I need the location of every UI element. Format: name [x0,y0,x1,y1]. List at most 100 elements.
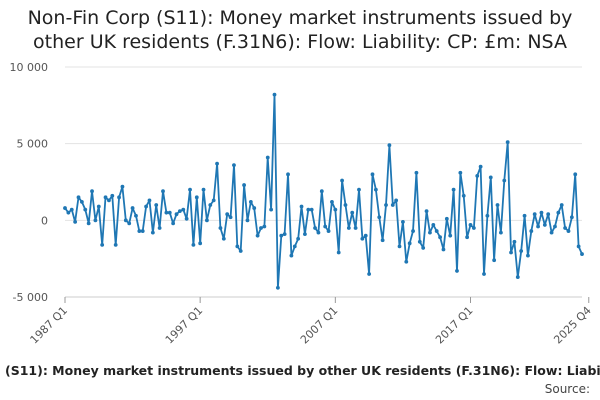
data-point [471,226,476,230]
data-point [424,209,429,214]
data-point [401,219,405,224]
data-point [86,221,91,226]
data-point [411,229,415,233]
data-point [211,198,216,203]
data-point [306,207,311,212]
data-point [272,92,277,97]
data-point [150,230,155,235]
data-point [532,212,537,217]
data-point [123,218,128,223]
data-point [536,224,540,229]
data-point [340,178,344,183]
data-point [76,195,81,200]
data-point [569,215,574,220]
data-point [394,198,399,203]
data-point [509,250,513,255]
data-point [380,238,385,243]
data-point [198,241,203,246]
data-point [144,204,148,209]
data-point [275,285,280,290]
data-point [421,246,426,250]
data-point [157,226,162,230]
data-point [140,229,145,233]
data-point [434,229,439,233]
data-point [319,189,324,194]
data-point [515,275,520,279]
data-point [563,226,568,230]
data-point [360,236,365,241]
data-point [184,216,189,221]
data-point [455,269,459,273]
data-point [66,210,71,215]
data-point [384,203,388,207]
data-point [539,210,544,215]
data-point [553,224,557,229]
y-tick-label: -5 000 [13,291,48,304]
data-point [448,233,453,238]
data-point [177,209,182,214]
data-point [495,203,500,207]
data-point [242,183,246,187]
data-point [546,212,551,217]
data-point [373,187,378,192]
data-point [485,213,490,218]
data-point [265,155,270,160]
data-point [529,229,534,233]
data-point [444,216,449,221]
data-point [100,242,105,247]
y-axis: -5 000 0 5 000 10 000 [10,61,49,304]
chart-title-line-2: other UK residents (F.31N6): Flow: Liabi… [33,31,567,53]
data-point [468,223,473,227]
data-point [205,218,209,223]
data-point [441,247,446,252]
data-point [580,252,584,256]
data-point [414,170,419,175]
data-point [248,200,253,204]
data-point [475,173,480,178]
data-point [110,193,115,198]
data-point [252,206,257,210]
data-point [303,232,307,237]
data-point [387,143,392,148]
data-point [390,203,395,207]
data-point [194,195,199,200]
data-point [279,233,284,238]
data-point [174,212,179,217]
data-point [333,207,338,212]
data-point [191,242,196,247]
data-point [326,229,331,233]
data-point [478,164,483,169]
data-point [69,207,74,212]
x-axis: 1987 Q1 1997 Q1 2007 Q1 2017 Q1 2025 Q4 [28,296,594,347]
data-point [367,272,372,276]
data-point [83,207,88,212]
data-point [363,233,368,238]
data-point [330,200,334,204]
data-point [188,187,192,192]
data-point [171,221,176,226]
y-tick-label: 0 [41,214,48,227]
data-point [208,203,213,207]
data-point [549,230,554,235]
data-point [505,140,510,145]
x-tick-label: 2025 Q4 [551,304,594,347]
data-point [576,244,581,249]
data-point [323,224,328,229]
data-point [103,195,108,200]
data-point [522,213,527,218]
data-point [147,198,152,203]
series-layer [63,92,584,290]
data-point [221,236,226,241]
data-point [96,204,101,209]
y-tick-label: 10 000 [10,61,49,74]
data-point [93,218,98,223]
data-point [461,193,466,198]
data-point [107,198,111,203]
data-point [134,213,138,218]
data-point [404,259,409,264]
x-tick-label: 1997 Q1 [163,304,206,347]
data-point [215,161,219,166]
data-point [519,249,524,253]
data-point [438,235,442,240]
data-point [167,210,172,215]
